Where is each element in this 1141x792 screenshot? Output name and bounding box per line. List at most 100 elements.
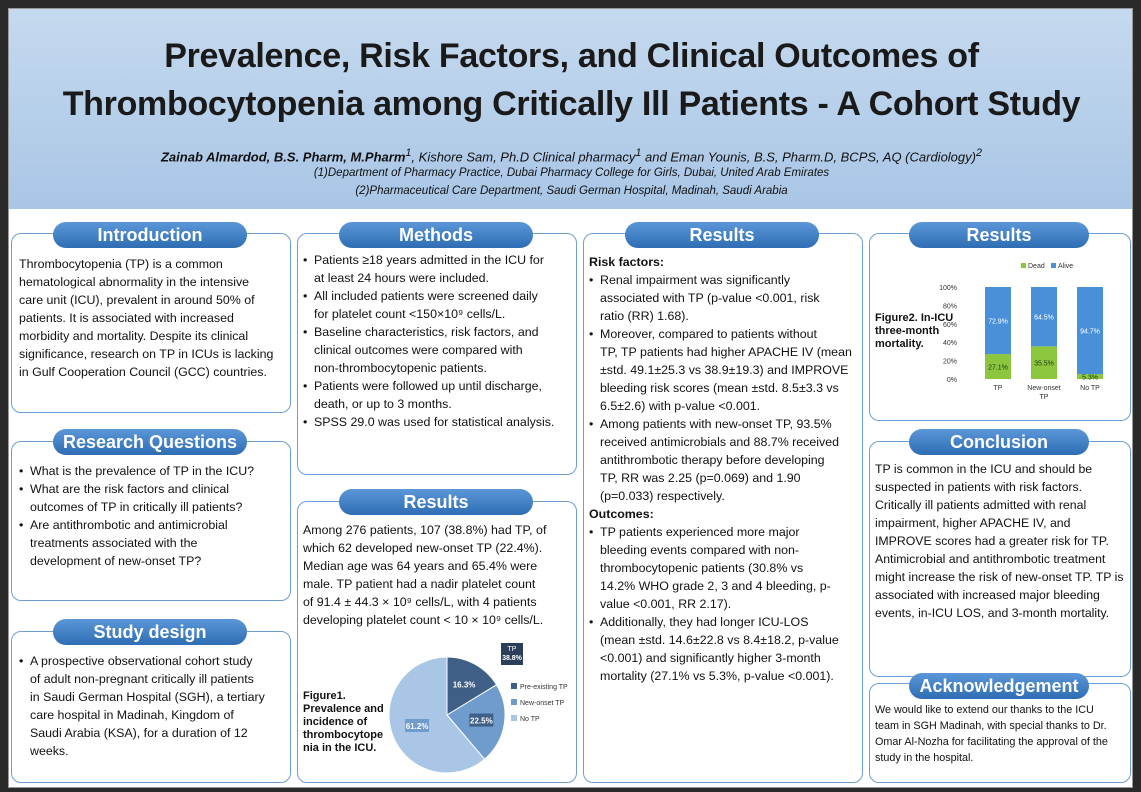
bullet-line: associated with TP (p-value <0.001, risk: [600, 291, 820, 305]
y-tick-label: 100%: [939, 285, 957, 292]
y-tick-label: 0%: [947, 377, 957, 384]
conclusion-line: suspected in patients with risk factors.: [875, 480, 1083, 494]
legend-label: Dead: [1028, 263, 1045, 270]
bullet-line: SPSS 29.0 was used for statistical analy…: [314, 415, 555, 429]
bullet-line: 14.2% WHO grade 2, 3 and 4 bleeding, p-: [600, 579, 831, 593]
bullet-line: A prospective observational cohort study: [30, 654, 253, 668]
intro-line: care unit (ICU), prevalent in around 50%…: [19, 293, 255, 307]
conclusion-title: Conclusion: [909, 429, 1089, 455]
bullet-item: All included patients were screened dail…: [303, 287, 575, 323]
bullet-item: What are the risk factors and clinical ou…: [19, 480, 291, 516]
bullet-line: in Saudi German Hospital (SGH), a tertia…: [30, 690, 265, 704]
author-3: and Eman Younis, B.S, Pharm.D, BCPS, AQ …: [641, 149, 976, 165]
caption-line: three-month: [875, 325, 940, 337]
results-line: which 62 developed new-onset TP (22.4%).: [303, 541, 543, 555]
bullet-line: Moreover, compared to patients without: [600, 327, 817, 341]
acknowledgement-text: We would like to extend our thanks to th…: [875, 702, 1131, 766]
pie-callout-label: TP: [508, 646, 517, 653]
acknowledgement-box: [869, 683, 1131, 783]
legend-label: New-onset TP: [520, 700, 565, 707]
research-questions-list: What is the prevalence of TP in the ICU?…: [19, 462, 291, 570]
bullet-item: What is the prevalence of TP in the ICU?: [19, 462, 291, 480]
results-line: male. TP patient had a nadir platelet co…: [303, 577, 536, 591]
legend-swatch: [1051, 263, 1056, 268]
bullet-list: Patients ≥18 years admitted in the ICU f…: [303, 251, 575, 431]
caption-line: Figure1.: [303, 690, 346, 702]
bullet-line: TP, TP patients had higher APACHE IV (me…: [600, 345, 852, 359]
bullet-item: A prospective observational cohort study…: [19, 652, 291, 760]
bullet-line: received antimicrobials and 88.7% receiv…: [600, 435, 839, 449]
ack-line: Omar Al-Nozha for facilitating the appro…: [875, 736, 1108, 748]
bullet-line: Saudi Arabia (KSA), for a duration of 12: [30, 726, 248, 740]
conclusion-line: associated with increased major bleeding: [875, 588, 1100, 602]
pie-callout-box: [501, 643, 523, 665]
conclusion-line: impairment, higher APACHE IV, and: [875, 516, 1071, 530]
figure1-pie-chart: 16.3% 22.5% 61.2% TP 38.8% Pre-existing TP New…: [388, 643, 568, 774]
poster: Prevalence, Risk Factors, and Clinical O…: [8, 8, 1133, 788]
results-mid-text: Risk factors: Renal impairment was signif…: [589, 253, 861, 685]
bullet-line: TP patients experienced more major: [600, 525, 800, 539]
affiliation-2: (2)Pharmaceutical Care Department, Saudi…: [355, 185, 788, 197]
bullet-item: Patients were followed up until discharg…: [303, 377, 575, 413]
author-3-sup: 2: [975, 147, 983, 159]
poster-title-line2: Thrombocytopenia among Critically Ill Pa…: [62, 85, 1081, 123]
bullet-line: 6.5±2.6) with p-value <0.001.: [600, 399, 761, 413]
bullet-line: of adult non-pregnant critically ill pat…: [30, 672, 254, 686]
legend-label: Alive: [1058, 263, 1073, 270]
author-1: Zainab Almardod, B.S. Pharm, M.Pharm: [160, 149, 406, 165]
bullet-item: Among patients with new-onset TP, 93.5% r…: [589, 415, 861, 505]
bullet-line: TP, RR was 2.25 (p=0.069) and 1.90: [600, 471, 801, 485]
bullet-list: A prospective observational cohort study…: [19, 652, 291, 760]
y-tick-label: 80%: [943, 303, 957, 310]
pie-value-label: 22.5%: [470, 717, 493, 726]
results-mid-title: Results: [625, 222, 819, 248]
legend-swatch: [511, 683, 517, 689]
bullet-line: Among patients with new-onset TP, 93.5%: [600, 417, 832, 431]
bullet-line: mortality (27.1% vs 5.3%, p-value <0.001…: [600, 669, 834, 683]
bullet-line: care hospital in Madinah, Kingdom of: [30, 708, 234, 722]
bullet-line: non-thrombocytopenic patients.: [314, 361, 487, 375]
conclusion-line: events, in-ICU LOS, and 3-month mortalit…: [875, 606, 1110, 620]
bullet-item: Baseline characteristics, risk factors, …: [303, 323, 575, 377]
bar-value-label: 35.5%: [1034, 361, 1054, 368]
intro-line: significance, research on TP in ICUs is …: [19, 347, 274, 361]
bar-segment-dead: [1031, 346, 1057, 379]
ack-line: We would like to extend our thanks to th…: [875, 704, 1094, 716]
caption-line: Prevalence and: [303, 703, 384, 715]
ack-line: study in the hospital.: [875, 752, 974, 764]
figure2-bar-chart: 0% 20% 40% 60% 80% 100% Dead Alive 27.1% 72.9% TP 3…: [939, 263, 1103, 401]
results-line: Among 276 patients, 107 (38.8%) had TP, …: [303, 523, 547, 537]
legend-label: No TP: [520, 716, 540, 723]
conclusion-line: Antimicrobial and antithrombotic treatme…: [875, 552, 1106, 566]
author-2-sup: 1: [635, 147, 642, 159]
results-right-title: Results: [909, 222, 1089, 248]
bar-segment-dead: [1077, 374, 1103, 379]
intro-line: Thrombocytopenia (TP) is a common: [19, 257, 223, 271]
figure1-caption: Figure1. Prevalence and incidence of thromb…: [303, 690, 393, 755]
bullet-line: antithrombotic therapy before developing: [600, 453, 825, 467]
outcomes-heading: Outcomes:: [589, 507, 654, 521]
poster-header: Prevalence, Risk Factors, and Clinical O…: [9, 9, 1132, 209]
ack-line: team in SGH Madinah, with special thanks…: [875, 720, 1107, 732]
bar-value-label: 5.3%: [1082, 375, 1098, 382]
bullet-line: treatments associated with the: [30, 536, 198, 550]
bullet-item: TP patients experienced more major bleedi…: [589, 523, 861, 613]
pie-label-bg: [405, 718, 430, 732]
author-2: , Kishore Sam, Ph.D Clinical pharmacy: [411, 149, 636, 165]
bullet-list: Renal impairment was significantly associ…: [589, 271, 861, 505]
bullet-line: value <0.001, RR 2.17).: [600, 597, 732, 611]
bar-segment-dead: [985, 354, 1011, 379]
bullet-line: Renal impairment was significantly: [600, 273, 791, 287]
caption-line: Figure2. In-ICU: [875, 312, 954, 324]
bullet-line: <0.001) and significantly higher 3-month: [600, 651, 821, 665]
affiliation-1: (1)Department of Pharmacy Practice, Duba…: [313, 167, 830, 179]
bullet-line: ratio (RR) 1.68).: [600, 309, 689, 323]
pie-slice-no-tp: [388, 656, 486, 774]
figure2-caption: Figure2. In-ICU three-month mortality.: [875, 312, 955, 351]
x-tick-label: TP: [994, 385, 1003, 392]
bullet-list: TP patients experienced more major bleedi…: [589, 523, 861, 685]
conclusion-line: TP is common in the ICU and should be: [875, 462, 1093, 476]
bullet-line: Patients were followed up until discharg…: [314, 379, 542, 393]
introduction-title: Introduction: [53, 222, 247, 248]
results-left-text: Among 276 patients, 107 (38.8%) had TP, …: [303, 521, 575, 629]
